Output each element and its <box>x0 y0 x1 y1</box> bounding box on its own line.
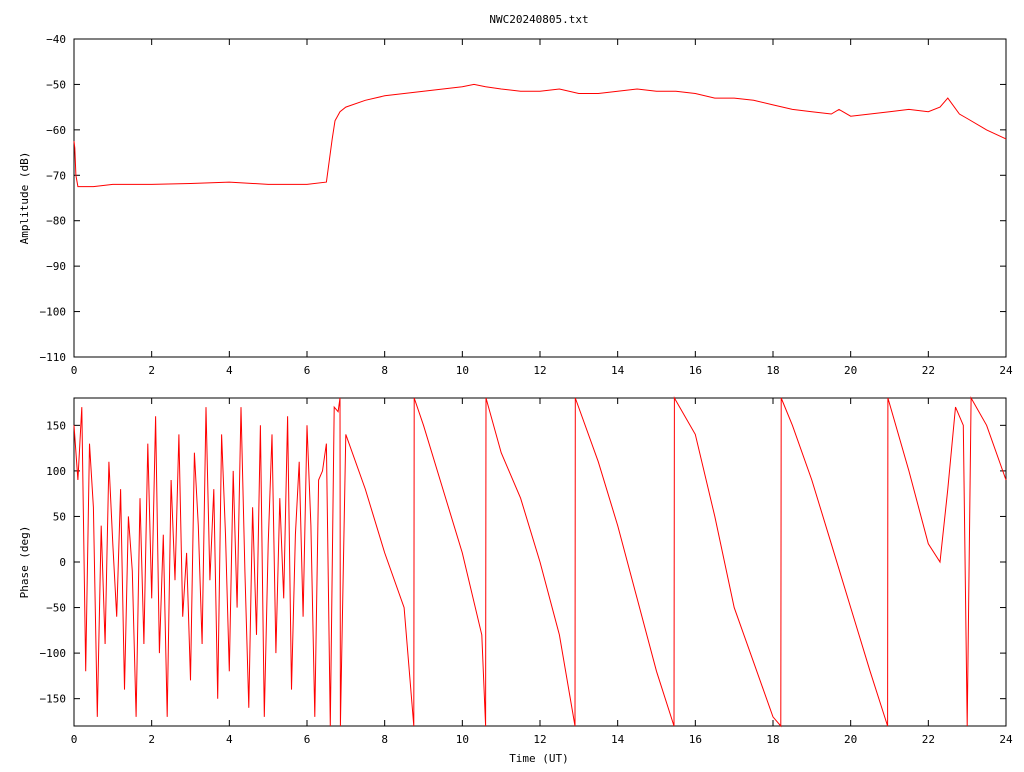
amplitude-y-ticks: −110 −100 −90 −80 −70 −60 −50 −40 <box>40 33 1006 364</box>
amplitude-panel: −110−100−90−80−70−60−50−40 0 2 4 6 8 10 12 14 16… <box>18 33 1013 377</box>
phase-y-tick-label: −50 <box>46 602 66 615</box>
phase-y-tick-label: −150 <box>40 693 67 706</box>
amplitude-y-tick-label: −90 <box>46 260 66 273</box>
amplitude-x-tick-label: 16 <box>689 364 702 377</box>
amplitude-x-ticks: 0 2 4 6 8 10 12 14 16 18 20 22 24 <box>71 39 1013 377</box>
amplitude-series-line <box>73 83 1007 188</box>
phase-y-tick-label: 150 <box>46 419 66 432</box>
amplitude-x-tick-label: 2 <box>148 364 155 377</box>
phase-series <box>73 396 1007 728</box>
phase-x-tick-label: 8 <box>381 733 388 746</box>
amplitude-x-tick-label: 10 <box>456 364 469 377</box>
amplitude-x-tick-label: 6 <box>304 364 311 377</box>
phase-x-tick-label: 14 <box>611 733 625 746</box>
amplitude-x-tick-label: 20 <box>844 364 857 377</box>
amplitude-plot-frame <box>73 38 1007 358</box>
amplitude-x-tick-label: 24 <box>999 364 1013 377</box>
amplitude-x-tick-label: 14 <box>611 364 625 377</box>
chart-title: NWC20240805.txt <box>489 13 588 26</box>
phase-y-tick-label: 100 <box>46 465 66 478</box>
amplitude-x-tick-label: 22 <box>922 364 935 377</box>
phase-x-ticks: 0 2 4 6 8 10 12 14 16 18 20 22 24 <box>71 398 1013 746</box>
amplitude-y-tick-label: −110 <box>40 351 67 364</box>
phase-x-tick-label: 12 <box>533 733 546 746</box>
phase-x-tick-label: 4 <box>226 733 233 746</box>
amplitude-y-tick-label: −100 <box>40 306 67 319</box>
phase-x-tick-label: 18 <box>766 733 779 746</box>
amplitude-y-tick-label: −70 <box>46 169 66 182</box>
phase-x-tick-label: 10 <box>456 733 469 746</box>
phase-x-tick-label: 20 <box>844 733 857 746</box>
phase-x-tick-label: 24 <box>999 733 1013 746</box>
phase-y-tick-label: 0 <box>59 556 66 569</box>
amplitude-series <box>73 83 1007 188</box>
amplitude-x-tick-label: 18 <box>766 364 779 377</box>
phase-y-tick-label: −100 <box>40 647 67 660</box>
amplitude-x-tick-label: 8 <box>381 364 388 377</box>
amplitude-x-tick-label: 4 <box>226 364 233 377</box>
phase-y-ticks: −150 −100 −50 0 50 100 150 <box>40 419 1006 706</box>
phase-y-tick-label: 50 <box>53 510 66 523</box>
phase-x-tick-label: 2 <box>148 733 155 746</box>
amplitude-y-axis-label: Amplitude (dB) <box>18 152 31 245</box>
phase-x-tick-label: 16 <box>689 733 702 746</box>
amplitude-y-tick-label: −60 <box>46 124 66 137</box>
amplitude-y-tick-label: −80 <box>46 215 66 228</box>
amplitude-x-tick-label: 0 <box>71 364 78 377</box>
phase-x-axis-label: Time (UT) <box>509 752 569 765</box>
phase-y-axis-label: Phase (deg) <box>18 526 31 599</box>
phase-x-tick-label: 22 <box>922 733 935 746</box>
phase-series-line <box>73 396 1007 728</box>
phase-x-tick-label: 0 <box>71 733 78 746</box>
phase-x-tick-label: 6 <box>304 733 311 746</box>
amplitude-y-tick-label: −50 <box>46 78 66 91</box>
amplitude-y-tick-label: −40 <box>46 33 66 46</box>
amplitude-x-tick-label: 12 <box>533 364 546 377</box>
